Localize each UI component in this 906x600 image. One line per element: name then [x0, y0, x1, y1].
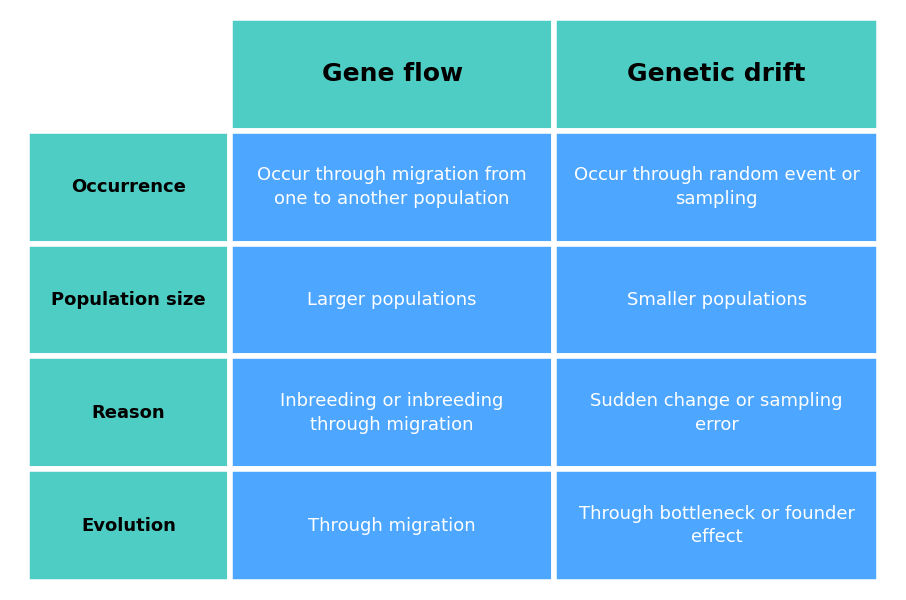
- Bar: [230, 131, 554, 244]
- Bar: [554, 18, 879, 131]
- Text: Occur through random event or
sampling: Occur through random event or sampling: [573, 166, 860, 208]
- Bar: [554, 244, 879, 356]
- Text: Through migration: Through migration: [308, 517, 476, 535]
- Text: Gene flow: Gene flow: [322, 62, 463, 86]
- Text: Occurrence: Occurrence: [71, 178, 186, 196]
- Bar: [27, 244, 230, 356]
- Text: Inbreeding or inbreeding
through migration: Inbreeding or inbreeding through migrati…: [281, 392, 504, 434]
- Bar: [230, 469, 554, 582]
- Text: Evolution: Evolution: [82, 517, 176, 535]
- Text: Through bottleneck or founder
effect: Through bottleneck or founder effect: [579, 505, 854, 547]
- Text: Occur through migration from
one to another population: Occur through migration from one to anot…: [257, 166, 527, 208]
- Bar: [554, 356, 879, 469]
- Bar: [230, 244, 554, 356]
- Text: Smaller populations: Smaller populations: [627, 291, 806, 309]
- Text: Genetic drift: Genetic drift: [627, 62, 805, 86]
- Text: Larger populations: Larger populations: [307, 291, 477, 309]
- Bar: [554, 131, 879, 244]
- Bar: [27, 18, 230, 131]
- Bar: [554, 469, 879, 582]
- Bar: [27, 469, 230, 582]
- Bar: [27, 356, 230, 469]
- Bar: [230, 356, 554, 469]
- Bar: [27, 131, 230, 244]
- Text: Reason: Reason: [92, 404, 165, 422]
- Bar: [230, 18, 554, 131]
- Text: Sudden change or sampling
error: Sudden change or sampling error: [591, 392, 843, 434]
- Text: Population size: Population size: [52, 291, 206, 309]
